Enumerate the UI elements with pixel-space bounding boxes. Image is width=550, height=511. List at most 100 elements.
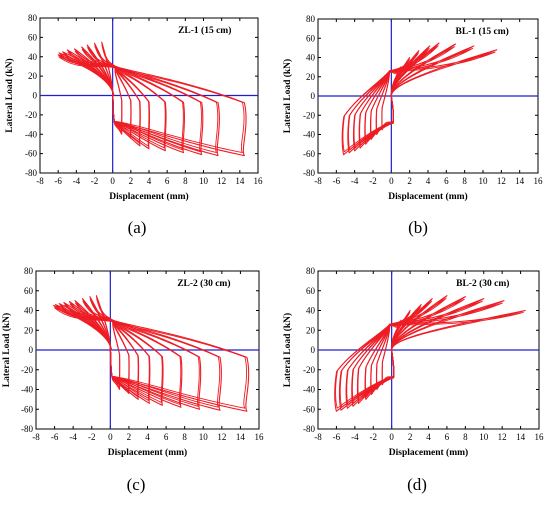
y-tick-label: -80	[303, 424, 315, 434]
x-tick-label: -8	[32, 432, 40, 442]
x-tick-label: -2	[88, 432, 96, 442]
hysteresis-loop-repeat	[58, 56, 245, 154]
x-tick-label: -8	[36, 176, 44, 186]
hysteresis-loop-repeat	[353, 46, 455, 149]
x-tick-label: 14	[236, 432, 246, 442]
x-tick-label: 0	[110, 176, 115, 186]
x-tick-label: 2	[407, 176, 412, 186]
y-tick-label: -20	[25, 110, 37, 120]
y-tick-label: 40	[28, 52, 38, 62]
x-tick-label: 14	[515, 176, 525, 186]
x-tick-label: 6	[445, 432, 450, 442]
x-tick-label: 8	[463, 432, 468, 442]
y-tick-label: 40	[24, 306, 34, 316]
hysteresis-series	[53, 295, 250, 412]
y-tick-label: -60	[303, 404, 315, 414]
x-tick-label: 10	[199, 176, 209, 186]
y-tick-label: 40	[306, 53, 316, 63]
x-tick-label: 6	[165, 176, 170, 186]
y-tick-label: -40	[303, 130, 315, 140]
y-tick-label: 20	[306, 325, 316, 335]
y-tick-label: 20	[24, 325, 34, 335]
y-tick-label: 40	[306, 306, 316, 316]
x-tick-label: 14	[516, 432, 526, 442]
x-tick-label: 0	[389, 176, 394, 186]
hysteresis-series	[334, 295, 526, 412]
hysteresis-loop-repeat	[96, 297, 121, 388]
x-tick-label: -8	[314, 176, 322, 186]
panel-caption: (a)	[128, 218, 147, 237]
hysteresis-loop	[63, 302, 183, 408]
y-tick-label: -80	[21, 424, 33, 434]
hysteresis-loop-repeat	[54, 307, 248, 409]
y-tick-label: -20	[21, 365, 33, 375]
hysteresis-loop	[62, 51, 204, 156]
x-tick-label: -8	[314, 432, 322, 442]
hysteresis-series	[57, 41, 247, 157]
x-tick-label: -2	[369, 176, 377, 186]
y-tick-label: 0	[29, 345, 34, 355]
x-tick-label: 12	[217, 176, 226, 186]
hysteresis-loop	[81, 46, 151, 150]
x-tick-label: 14	[235, 176, 245, 186]
panel-caption: (b)	[408, 218, 428, 237]
x-tick-label: 2	[127, 432, 132, 442]
x-tick-label: -2	[91, 176, 99, 186]
panel-title: ZL-2 (30 cm)	[177, 278, 230, 289]
y-tick-label: 80	[24, 266, 34, 276]
y-tick-label: 80	[28, 13, 38, 23]
x-tick-label: -6	[333, 432, 341, 442]
x-tick-label: 4	[147, 176, 152, 186]
y-tick-label: -20	[303, 365, 315, 375]
x-tick-label: 4	[426, 176, 431, 186]
hysteresis-loop-repeat	[59, 305, 200, 407]
x-tick-label: 16	[254, 176, 264, 186]
x-tick-label: 8	[183, 176, 188, 186]
hysteresis-loop-repeat	[59, 54, 219, 154]
hysteresis-loop	[58, 303, 202, 410]
x-axis-title: Displacement (mm)	[109, 191, 188, 202]
x-tick-label: 16	[534, 176, 544, 186]
x-tick-label: 12	[217, 432, 226, 442]
chart-panel-2: -8 -6 -4 -2 0 2 4 6 8 10 12 14 16-80-60-40-200204060…	[282, 14, 543, 237]
y-tick-label: -60	[25, 149, 37, 159]
y-tick-label: -40	[21, 385, 33, 395]
chart-panel-4: -8 -6 -4 -2 0 2 4 6 8 10 12 14 16-80-60-40-200204060…	[282, 266, 544, 494]
y-tick-label: -80	[25, 168, 37, 178]
x-axis-title: Displacement (mm)	[108, 447, 187, 458]
x-tick-label: 16	[255, 432, 265, 442]
hysteresis-loop	[68, 301, 164, 406]
y-axis-title: Lateral Load (kN)	[4, 58, 15, 132]
x-tick-label: 16	[535, 432, 545, 442]
y-tick-label: 0	[33, 91, 38, 101]
x-tick-label: -4	[351, 432, 359, 442]
panel-title: BL-2 (30 cm)	[456, 278, 509, 289]
panel-title: ZL-1 (15 cm)	[178, 25, 231, 36]
panel-caption: (c)	[127, 475, 146, 494]
y-tick-label: 60	[306, 286, 316, 296]
x-tick-label: -4	[69, 432, 77, 442]
hysteresis-loop	[57, 54, 247, 157]
x-tick-label: -2	[370, 432, 378, 442]
x-tick-label: 12	[497, 176, 506, 186]
hysteresis-loop	[53, 305, 250, 412]
y-tick-label: -60	[21, 404, 33, 414]
y-tick-label: -20	[303, 110, 315, 120]
y-tick-label: 80	[306, 266, 316, 276]
y-tick-label: 20	[28, 71, 38, 81]
x-tick-label: 2	[408, 432, 413, 442]
y-axis-title: Lateral Load (kN)	[282, 59, 293, 133]
x-tick-label: -6	[333, 176, 341, 186]
x-tick-label: -6	[51, 432, 59, 442]
y-tick-label: -60	[303, 149, 315, 159]
y-axis-title: Lateral Load (kN)	[1, 313, 12, 387]
panel-caption: (d)	[407, 475, 427, 494]
hysteresis-loop-repeat	[335, 312, 524, 409]
panel-title: BL-1 (15 cm)	[456, 26, 509, 37]
hysteresis-loop	[74, 300, 151, 404]
chart-panel-3: -8 -6 -4 -2 0 2 4 6 8 10 12 14 16-80-60-40-200204060…	[1, 266, 264, 494]
y-tick-label: 80	[306, 14, 316, 24]
x-tick-label: -6	[54, 176, 62, 186]
hysteresis-loop-repeat	[342, 51, 496, 153]
y-tick-label: 20	[306, 72, 316, 82]
